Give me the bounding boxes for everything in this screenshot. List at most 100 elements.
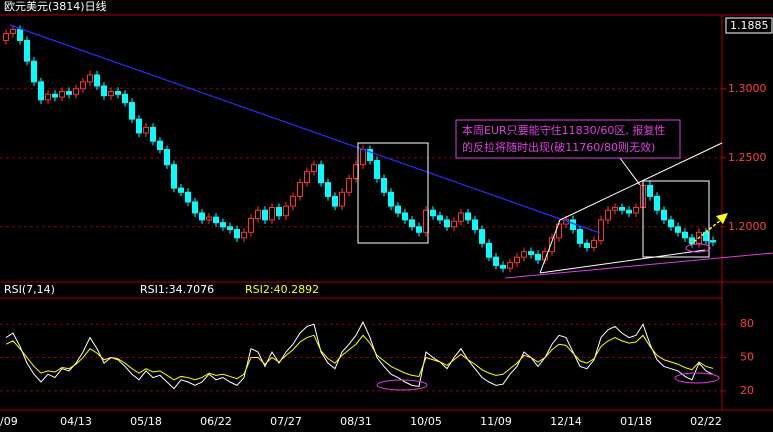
candle-body — [269, 206, 275, 221]
x-tick-label: 11/09 — [480, 415, 512, 428]
candle-body — [136, 118, 142, 134]
candle-body — [157, 140, 163, 150]
candle-body — [577, 229, 583, 244]
candle-body — [689, 237, 695, 244]
annotation: 的反拉将随时出现(破11760/80则无效) — [462, 140, 655, 154]
candle-body — [493, 256, 499, 266]
candle-body — [227, 226, 233, 231]
candle-body — [444, 219, 450, 228]
candle-body — [703, 231, 709, 242]
candle-body — [241, 231, 247, 239]
candle-body — [143, 126, 149, 134]
x-tick-label: 08/31 — [340, 415, 372, 428]
candle-body — [213, 216, 219, 224]
candle-body — [3, 33, 9, 41]
candle-body — [486, 242, 492, 258]
candle-body — [325, 182, 331, 197]
candle-body — [626, 209, 632, 214]
y-tick-label: 50 — [740, 351, 754, 364]
candle-body — [675, 226, 681, 233]
candle-body — [262, 209, 268, 221]
forecast-arrow — [689, 218, 723, 246]
candle-body — [710, 240, 716, 243]
candle-body — [108, 91, 114, 97]
candle-body — [101, 85, 107, 97]
overlays: 本周EUR只要能守住11830/60区, 报复性 的反拉将随时出现(破11760… — [9, 24, 773, 391]
candle-body — [199, 212, 205, 221]
candle-body — [598, 219, 604, 242]
candle-body — [591, 240, 597, 248]
candle-body — [297, 182, 303, 197]
rsi-line — [5, 334, 714, 381]
candle-body — [479, 229, 485, 244]
candle-body — [276, 206, 282, 217]
channel-line — [559, 142, 723, 221]
candle-body — [668, 219, 674, 228]
candle-body — [367, 149, 373, 162]
candle-body — [248, 218, 254, 233]
candle-body — [10, 28, 16, 35]
candle-body — [115, 91, 121, 95]
candle-body — [661, 209, 667, 221]
x-tick-label: 01/18 — [620, 415, 652, 428]
trend-line — [504, 252, 773, 279]
candle-body — [346, 177, 352, 193]
candle-body — [535, 253, 541, 261]
candle-body — [38, 81, 44, 101]
rsi-title: RSI(7,14) — [4, 283, 55, 296]
annotation: 本周EUR只要能守住11830/60区, 报复性 — [462, 123, 665, 137]
candle-body — [605, 209, 611, 221]
y-tick-label: 1.2000 — [728, 220, 767, 233]
candle-body — [472, 219, 478, 231]
candle-body — [465, 212, 471, 221]
candle-body — [31, 60, 37, 83]
candle-body — [164, 149, 170, 166]
chart-title: 欧元美元(3814)日线 — [4, 0, 107, 13]
channel-line — [539, 249, 706, 274]
candle-body — [619, 206, 625, 211]
highlight-ellipse — [376, 379, 428, 391]
candle-body — [612, 206, 618, 211]
annotation-box — [455, 119, 681, 159]
candle-body — [416, 226, 422, 233]
candle-body — [507, 262, 513, 269]
candle-body — [94, 74, 100, 87]
candle-body — [682, 231, 688, 239]
candle-body — [633, 206, 639, 214]
x-tick-label: 07/27 — [270, 415, 302, 428]
x-tick-label: 06/22 — [200, 415, 232, 428]
candle-body — [451, 220, 457, 228]
highlight-ellipse — [685, 243, 711, 253]
candle-body — [318, 164, 324, 184]
candle-body — [185, 191, 191, 203]
price-box-label: 1.1885 — [730, 19, 769, 32]
candle-body — [549, 237, 555, 253]
x-tick-label: 10/05 — [410, 415, 442, 428]
candle-body — [402, 212, 408, 221]
candle-body — [178, 187, 184, 193]
y-tick-label: 1.3000 — [728, 82, 767, 95]
candle-body — [80, 81, 86, 90]
candle-body — [437, 215, 443, 221]
y-tick-label: 1.2500 — [728, 151, 767, 164]
candle-body — [311, 164, 317, 173]
candle-body — [339, 191, 345, 207]
candle-body — [171, 164, 177, 189]
callout-line — [619, 157, 641, 186]
candle-body — [584, 242, 590, 248]
candle-body — [192, 201, 198, 214]
candle-body — [528, 251, 534, 255]
highlight-box — [642, 180, 710, 258]
channel-line — [539, 219, 561, 274]
x-tick-label: /09 — [0, 415, 18, 428]
candle-body — [654, 195, 660, 211]
candle-body — [388, 191, 394, 207]
x-tick-label: 04/13 — [60, 415, 92, 428]
candle-body — [255, 209, 261, 220]
highlight-box — [357, 142, 429, 244]
candle-body — [150, 126, 156, 142]
candle-body — [73, 88, 79, 95]
candle-body — [24, 39, 30, 62]
